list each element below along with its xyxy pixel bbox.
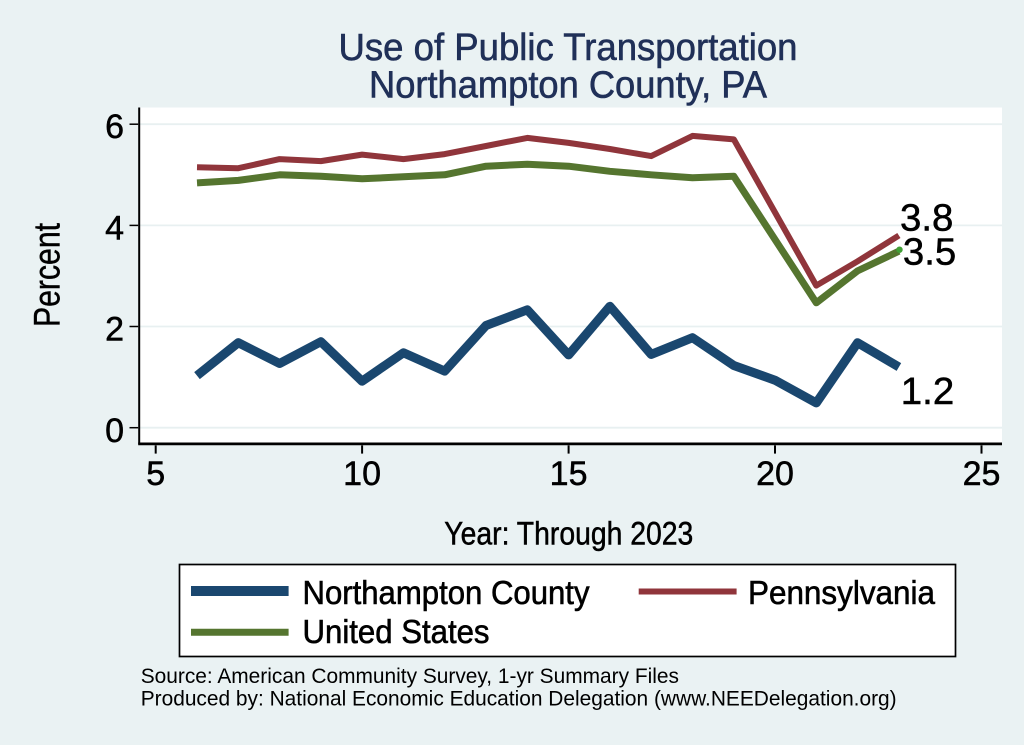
svg-text:3.8: 3.8 [900,197,953,240]
svg-text:Pennsylvania: Pennsylvania [748,574,936,611]
svg-text:Use of Public Transportation: Use of Public Transportation [339,26,798,69]
svg-text:10: 10 [343,455,381,493]
svg-text:United States: United States [303,613,490,650]
svg-text:25: 25 [963,455,1001,493]
svg-text:0: 0 [105,412,124,450]
svg-text:2: 2 [105,311,124,349]
svg-text:Produced by: National Economic: Produced by: National Economic Education… [141,687,897,710]
svg-text:20: 20 [756,455,794,493]
svg-text:Percent: Percent [26,222,67,327]
svg-text:Year: Through 2023: Year: Through 2023 [444,516,693,552]
svg-text:Source: American Community Sur: Source: American Community Survey, 1-yr … [141,665,679,688]
svg-text:Northampton County: Northampton County [303,574,590,611]
svg-text:5: 5 [146,455,165,493]
svg-text:3.5: 3.5 [903,231,956,274]
svg-text:4: 4 [105,209,124,247]
svg-text:1.2: 1.2 [901,370,954,413]
svg-text:6: 6 [105,108,124,146]
svg-text:Northampton County, PA: Northampton County, PA [369,63,767,106]
svg-text:15: 15 [550,455,588,493]
